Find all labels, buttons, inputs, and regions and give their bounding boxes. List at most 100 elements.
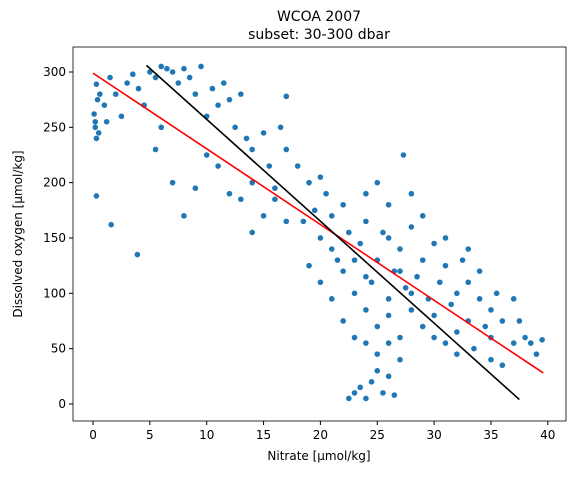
point: [488, 356, 494, 363]
point: [152, 74, 159, 81]
point: [454, 290, 460, 297]
point: [442, 262, 449, 269]
point: [192, 91, 199, 97]
point: [436, 279, 443, 286]
point: [493, 290, 500, 297]
point: [482, 323, 489, 330]
point: [158, 63, 165, 70]
point: [95, 130, 102, 136]
fit-line: [145, 64, 520, 401]
point: [363, 190, 369, 197]
point: [363, 273, 369, 280]
point: [92, 119, 99, 125]
chart-title: WCOA 2007: [277, 9, 361, 25]
point: [363, 395, 369, 402]
point: [134, 251, 141, 258]
point: [169, 179, 176, 186]
point: [93, 193, 100, 199]
point: [346, 395, 352, 402]
point: [465, 246, 472, 252]
point: [260, 213, 267, 219]
point: [363, 218, 369, 225]
point: [351, 334, 358, 341]
point: [385, 235, 392, 241]
point: [317, 235, 324, 241]
point: [408, 290, 415, 297]
point: [385, 201, 392, 208]
point: [135, 85, 142, 92]
point: [368, 379, 375, 385]
point: [283, 146, 290, 153]
point: [94, 96, 101, 103]
point: [93, 81, 100, 87]
point: [351, 290, 358, 297]
point: [243, 135, 250, 142]
point: [152, 146, 159, 153]
point: [374, 367, 381, 374]
point: [539, 336, 545, 343]
point: [266, 163, 273, 169]
point: [374, 351, 381, 357]
point: [283, 93, 290, 100]
point: [340, 268, 346, 274]
x-tick-label: 30: [426, 428, 441, 442]
x-tick-label: 0: [89, 428, 97, 442]
point: [249, 179, 255, 186]
point: [112, 91, 119, 97]
y-tick-label: 250: [43, 120, 66, 134]
point: [272, 196, 278, 203]
point: [510, 296, 517, 302]
point: [533, 351, 540, 357]
point: [471, 345, 477, 352]
point: [103, 119, 110, 125]
point: [516, 318, 523, 324]
point: [357, 384, 364, 391]
point: [510, 340, 517, 346]
point: [108, 221, 115, 228]
point: [328, 296, 335, 302]
point: [323, 190, 329, 197]
point: [277, 124, 284, 131]
point: [368, 279, 375, 286]
x-tick-label: 40: [540, 428, 555, 442]
point: [306, 179, 312, 186]
point: [419, 257, 426, 263]
point: [385, 340, 392, 346]
point: [374, 323, 381, 330]
point: [385, 296, 392, 302]
point: [400, 152, 407, 158]
point: [101, 102, 108, 109]
point: [311, 207, 318, 214]
point: [226, 96, 233, 103]
point: [198, 63, 204, 70]
y-tick-label: 150: [43, 231, 66, 245]
point: [380, 390, 386, 396]
point: [317, 174, 324, 180]
point: [385, 312, 392, 319]
chart-subtitle: subset: 30-300 dbar: [248, 27, 390, 43]
point: [380, 229, 386, 236]
point: [181, 65, 187, 72]
point: [465, 279, 472, 286]
point: [169, 69, 176, 75]
x-tick-label: 20: [313, 428, 328, 442]
x-axis-label: Nitrate [μmol/kg]: [267, 449, 370, 463]
point: [249, 229, 255, 236]
point: [283, 218, 290, 225]
point: [408, 190, 415, 197]
point: [402, 284, 409, 291]
point: [431, 334, 437, 341]
point: [391, 392, 398, 398]
point: [431, 240, 437, 247]
point: [164, 65, 170, 72]
fit-line: [92, 72, 544, 374]
point: [300, 218, 307, 225]
point: [408, 307, 415, 313]
point: [215, 102, 221, 109]
point: [397, 268, 403, 274]
point: [175, 80, 182, 86]
x-tick-label: 35: [483, 428, 498, 442]
point: [454, 329, 460, 335]
point: [249, 146, 255, 153]
point: [91, 111, 97, 117]
